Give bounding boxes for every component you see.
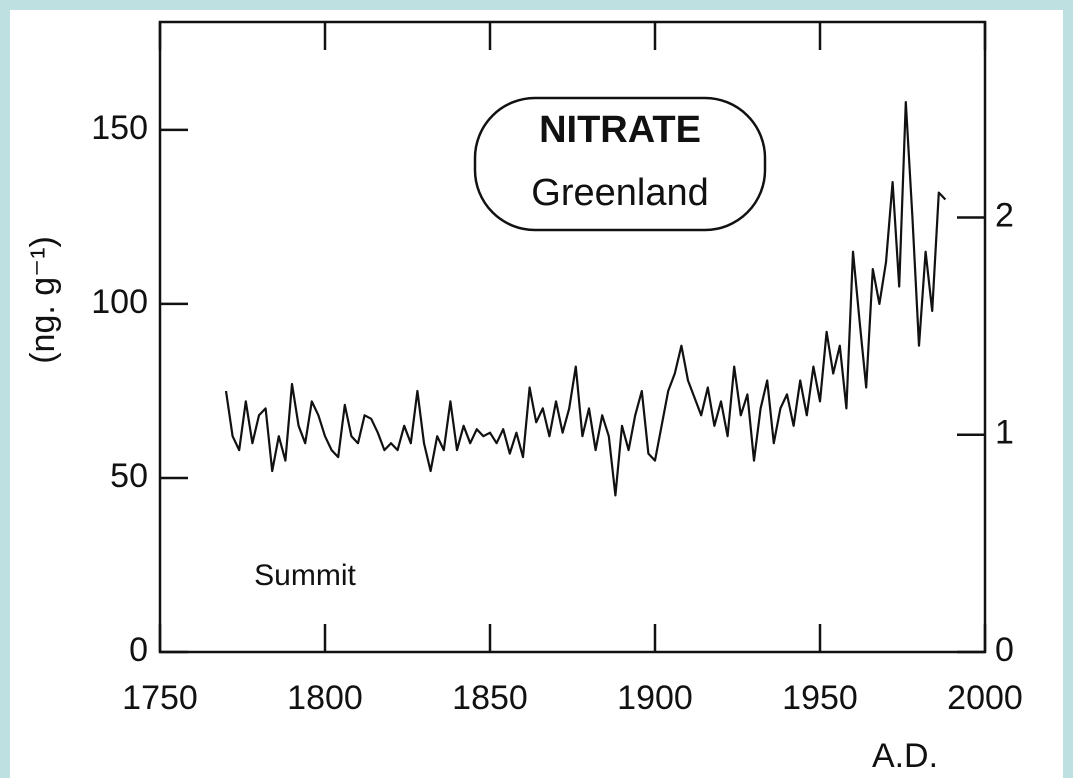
y-tick-label: 50 bbox=[110, 457, 148, 495]
y2-tick-label: 2 bbox=[995, 197, 1014, 235]
x-tick-label: 2000 bbox=[947, 679, 1023, 717]
x-tick-label: 1900 bbox=[617, 679, 693, 717]
y-axis-label: (ng. g⁻¹) bbox=[24, 236, 62, 364]
data-line bbox=[224, 101, 947, 497]
x-axis-label: A.D. bbox=[872, 737, 938, 775]
chart-subtitle: Greenland bbox=[531, 172, 708, 214]
y2-tick-label: 1 bbox=[995, 414, 1014, 452]
x-tick-label: 1950 bbox=[782, 679, 858, 717]
y-tick-label: 150 bbox=[91, 109, 148, 147]
y2-tick-label: 0 bbox=[995, 631, 1014, 669]
y-tick-label: 0 bbox=[129, 631, 148, 669]
annotation: Summit bbox=[254, 559, 356, 592]
x-tick-label: 1800 bbox=[287, 679, 363, 717]
plot-frame bbox=[158, 20, 987, 654]
x-tick-label: 1850 bbox=[452, 679, 528, 717]
chart-title: NITRATE bbox=[539, 109, 701, 151]
y-tick-label: 100 bbox=[91, 283, 148, 321]
x-tick-label: 1750 bbox=[122, 679, 198, 717]
title-box bbox=[473, 96, 767, 232]
